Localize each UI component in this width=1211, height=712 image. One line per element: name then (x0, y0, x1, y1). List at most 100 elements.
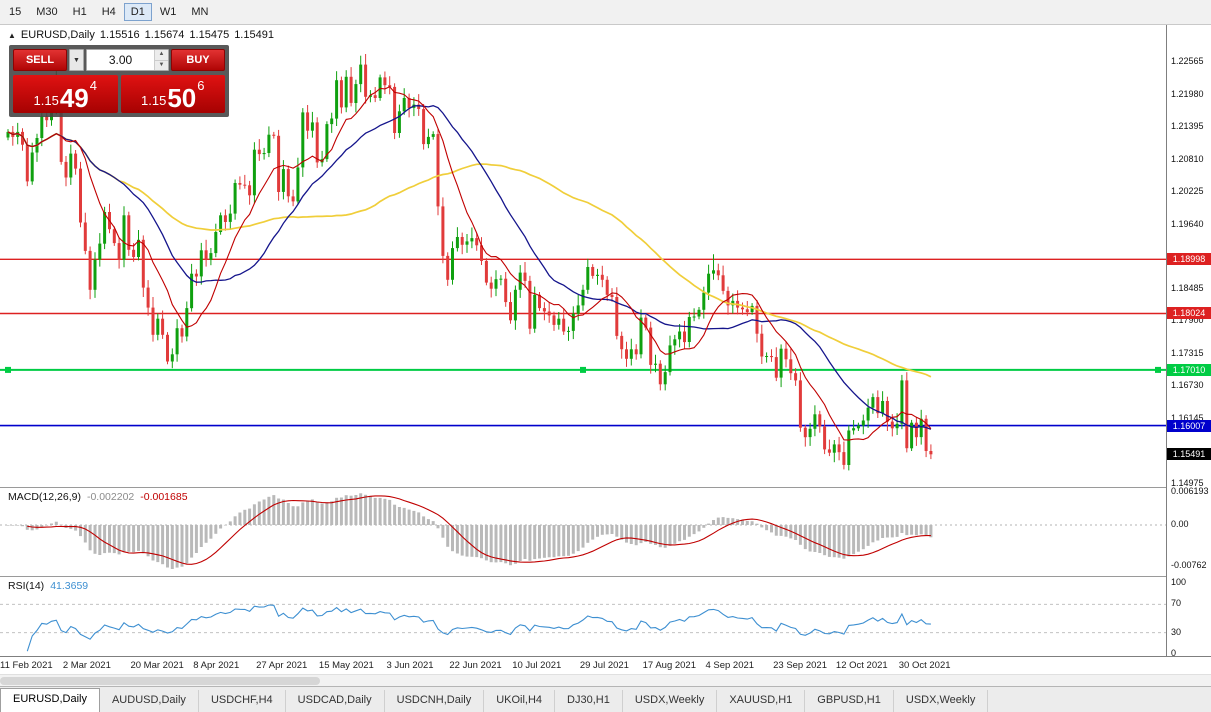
volume-field-wrap: ▲ ▼ (86, 49, 169, 71)
price-tick-label: 1.17900 (1171, 315, 1204, 326)
caption-symbol: EURUSD,Daily (20, 29, 95, 41)
price-tick-label: 1.20225 (1171, 186, 1204, 197)
caption-high: 1.15674 (144, 29, 185, 41)
caption-low: 1.15475 (189, 29, 230, 41)
time-axis[interactable]: 11 Feb 2021 2 Mar 2021 20 Mar 2021 8 Apr 20… (0, 656, 1211, 674)
date-label: 22 Jun 2021 (449, 660, 502, 671)
volume-increase-button[interactable]: ▲ (155, 50, 168, 61)
date-label: 8 Apr 2021 (193, 660, 240, 671)
timeframe-button-w1[interactable]: W1 (159, 6, 177, 18)
timeframe-button-mn[interactable]: MN (191, 6, 209, 18)
date-label: 29 Jul 2021 (579, 660, 629, 671)
macd-axis-label: -0.00762 (1171, 560, 1207, 571)
trade-prices-row: 1.15 49 4 1.15 50 6 (13, 75, 225, 113)
buy-price-pipette: 6 (197, 78, 205, 93)
date-label: 15 May 2021 (318, 660, 374, 671)
timeframe-button-m30[interactable]: M30 (36, 6, 58, 18)
date-label: 12 Oct 2021 (835, 660, 888, 671)
rsi-value: 41.3659 (50, 580, 89, 592)
volume-spinner: ▲ ▼ (154, 50, 168, 70)
sell-price-display[interactable]: 1.15 49 4 (13, 75, 118, 113)
price-tick-label: 1.17315 (1171, 347, 1204, 358)
timeframe-button-h1[interactable]: H1 (72, 6, 87, 18)
chart-tab-8[interactable]: XAUUSD,H1 (717, 690, 806, 712)
macd-label: MACD(12,26,9) -0.002202 -0.001685 (8, 491, 188, 503)
timeframe-button-h4[interactable]: H4 (101, 6, 116, 18)
macd-axis-label: 0.00 (1171, 519, 1189, 529)
chart-tab-0[interactable]: EURUSD,Daily (0, 688, 100, 712)
sell-button[interactable]: SELL (13, 49, 67, 71)
date-label: 10 Jul 2021 (512, 660, 562, 671)
rsi-panel[interactable]: RSI(14) 41.3659 (0, 576, 1166, 656)
chart-tab-7[interactable]: USDX,Weekly (623, 690, 718, 712)
chart-tab-2[interactable]: USDCHF,H4 (199, 690, 286, 712)
ma-fast-line (7, 86, 932, 441)
price-tick-label: 1.21980 (1171, 88, 1204, 99)
macd-axis-label: 0.006193 (1171, 485, 1209, 496)
chart-tab-1[interactable]: AUDUSD,Daily (100, 690, 199, 712)
buy-button[interactable]: BUY (171, 49, 225, 71)
level-price-tag: 1.18024 (1167, 307, 1211, 320)
candlestick-chart[interactable] (0, 25, 1166, 487)
level-handle (1155, 366, 1161, 373)
price-tick-label: 1.16730 (1171, 380, 1204, 391)
date-label: 11 Feb 2021 (0, 660, 53, 671)
chart-caption: ▲ EURUSD,Daily 1.15516 1.15674 1.15475 1… (8, 29, 274, 41)
price-tick-label: 1.22565 (1171, 56, 1204, 66)
sell-price-pips: 49 (59, 83, 89, 113)
price-tick-label: 1.14975 (1171, 478, 1204, 488)
level-handle (580, 366, 586, 373)
date-label: 2 Mar 2021 (62, 660, 111, 671)
date-label: 27 Apr 2021 (256, 660, 308, 671)
rsi-axis-label: 30 (1171, 626, 1182, 637)
rsi-axis-label: 70 (1171, 598, 1182, 609)
horizontal-scrollbar[interactable] (0, 674, 1211, 686)
macd-histogram (6, 493, 933, 569)
chart-panel[interactable]: ▲ EURUSD,Daily 1.15516 1.15674 1.15475 1… (0, 25, 1166, 487)
date-label: 20 Mar 2021 (130, 660, 184, 671)
level-price-tag: 1.17010 (1167, 363, 1211, 376)
chart-tabs-bar: EURUSD,Daily AUDUSD,Daily USDCHF,H4 USDCAD,… (0, 686, 1211, 712)
chart-tab-4[interactable]: USDCNH,Daily (385, 690, 485, 712)
price-axis[interactable]: 1.22565 1.21980 1.21395 1.20810 1.20225 1.196… (1166, 25, 1211, 658)
rsi-line (26, 604, 931, 652)
caption-open: 1.15516 (99, 29, 140, 41)
buy-price-base: 1.15 (141, 93, 167, 108)
price-tick-label: 1.18485 (1171, 282, 1204, 293)
level-price-tag: 1.16007 (1167, 419, 1211, 432)
scrollbar-thumb[interactable] (0, 677, 320, 685)
buy-price-display[interactable]: 1.15 50 6 (120, 75, 225, 113)
macd-chart[interactable] (0, 488, 1166, 576)
trade-controls-row: SELL ▼ ▲ ▼ BUY (13, 49, 225, 71)
volume-dropdown-button[interactable]: ▼ (69, 49, 84, 71)
level-price-tag: 1.18998 (1167, 253, 1211, 266)
sell-price-base: 1.15 (33, 93, 59, 108)
rsi-label: RSI(14) 41.3659 (8, 580, 88, 592)
rsi-chart[interactable] (0, 577, 1166, 656)
date-label: 30 Oct 2021 (898, 660, 951, 671)
price-tick-label: 1.20810 (1171, 153, 1204, 164)
chart-tab-10[interactable]: USDX,Weekly (894, 690, 989, 712)
timeframe-toolbar: 15 M30 H1 H4 D1 W1 MN (0, 0, 1211, 25)
chart-tab-9[interactable]: GBPUSD,H1 (805, 690, 894, 712)
rsi-axis-label: 0 (1171, 648, 1177, 658)
ma-slow-line (7, 131, 932, 378)
volume-decrease-button[interactable]: ▼ (155, 60, 168, 70)
sell-price-pipette: 4 (89, 78, 97, 93)
macd-name: MACD(12,26,9) (8, 491, 81, 503)
macd-signal-line (27, 495, 931, 565)
price-tick-label: 1.21395 (1171, 121, 1204, 132)
macd-main-value: -0.002202 (86, 491, 135, 503)
macd-panel[interactable]: MACD(12,26,9) -0.002202 -0.001685 (0, 487, 1166, 576)
chart-tab-6[interactable]: DJ30,H1 (555, 690, 623, 712)
ma-medium-line (7, 105, 932, 430)
chart-tab-5[interactable]: UKOil,H4 (484, 690, 556, 712)
timeframe-button-d1[interactable]: D1 (123, 3, 152, 21)
chevron-down-icon: ▼ (73, 56, 80, 64)
volume-input[interactable] (87, 50, 154, 70)
one-click-trading-panel: SELL ▼ ▲ ▼ BUY 1.15 49 4 1.15 50 6 (9, 45, 229, 117)
buy-price-pips: 50 (167, 83, 197, 113)
timeframe-button-15[interactable]: 15 (9, 6, 22, 18)
chart-tab-3[interactable]: USDCAD,Daily (286, 690, 385, 712)
collapse-arrow-icon[interactable]: ▲ (8, 30, 16, 40)
